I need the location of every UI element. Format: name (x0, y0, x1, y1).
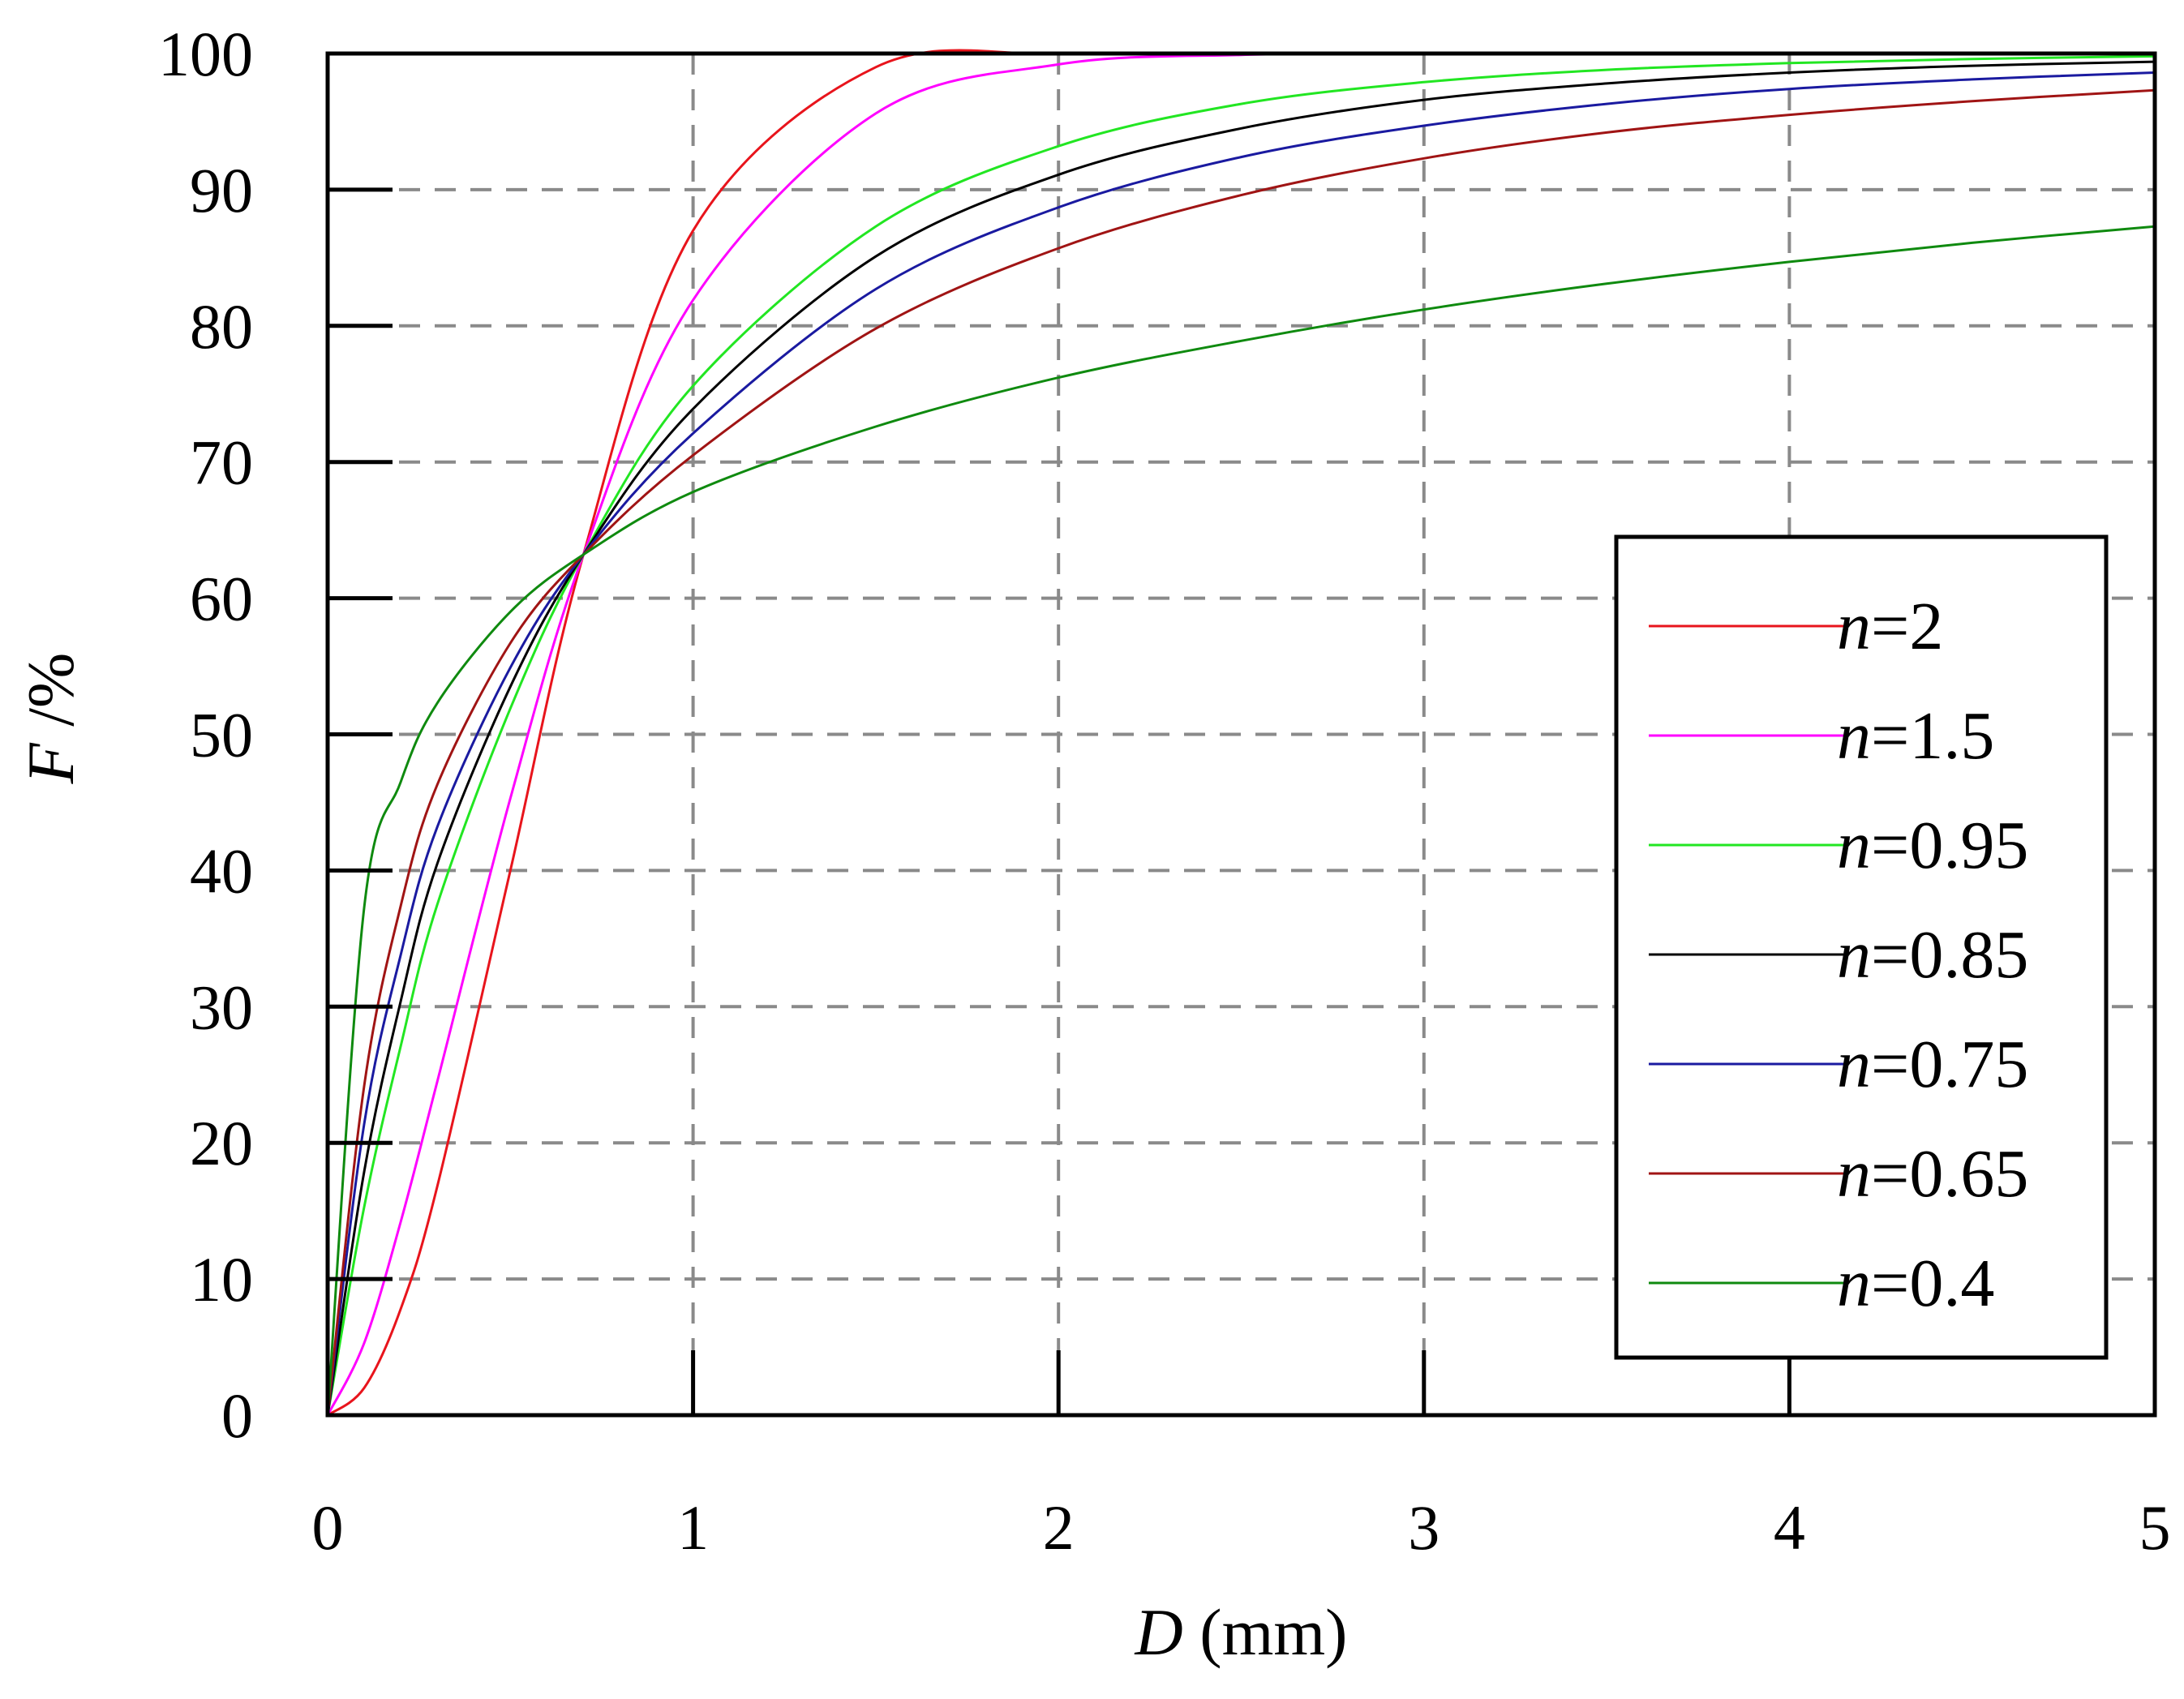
legend-value: =0.85 (1871, 917, 2028, 993)
legend-value: =0.95 (1871, 808, 2028, 883)
legend-item: n=1.5 (1649, 698, 1994, 774)
axis-ticks (328, 187, 1791, 1415)
legend-items: n=2n=1.5n=0.95n=0.85n=0.75n=0.65n=0.4 (1649, 589, 2028, 1321)
legend-item: n=0.65 (1649, 1136, 2028, 1212)
y-tick-label: 0 (221, 1380, 253, 1451)
legend-item: n=0.85 (1649, 917, 2028, 993)
legend-variable: n (1837, 1027, 1871, 1102)
y-tick-label: 50 (190, 700, 253, 770)
legend-value: =0.75 (1871, 1027, 2028, 1102)
legend-variable: n (1837, 808, 1871, 883)
legend-value: =1.5 (1871, 698, 1994, 774)
y-tick-label: 90 (190, 155, 253, 225)
legend-label: n=0.65 (1837, 1136, 2028, 1212)
legend-variable: n (1837, 1136, 1871, 1212)
y-tick-label: 40 (190, 835, 253, 906)
legend-label: n=2 (1837, 589, 1943, 664)
legend-variable: n (1837, 1246, 1871, 1321)
series-line-6 (326, 225, 2156, 1416)
legend: n=2n=1.5n=0.95n=0.85n=0.75n=0.65n=0.4 (1614, 534, 2109, 1360)
series-line-3 (326, 60, 2156, 1416)
legend-label: n=0.95 (1837, 808, 2028, 883)
x-tick-label: 5 (2139, 1492, 2171, 1563)
x-tick-label: 3 (1408, 1492, 1440, 1563)
legend-box (1614, 534, 2109, 1360)
legend-value: =0.4 (1871, 1246, 1994, 1321)
x-axis-variable: D (1135, 1595, 1183, 1669)
legend-value: =2 (1871, 589, 1943, 664)
legend-label: n=1.5 (1837, 698, 1994, 774)
legend-variable: n (1837, 589, 1871, 664)
series-lines (326, 49, 2156, 1417)
y-tick-label: 30 (190, 972, 253, 1042)
legend-item: n=0.95 (1649, 808, 2028, 883)
y-tick-label: 70 (190, 427, 253, 498)
series-line-4 (326, 71, 2156, 1416)
x-tick-label: 4 (1774, 1492, 1805, 1563)
y-tick-label: 10 (190, 1244, 253, 1315)
series-line-5 (326, 88, 2156, 1416)
legend-label: n=0.85 (1837, 917, 2028, 993)
legend-variable: n (1837, 917, 1871, 993)
legend-item: n=2 (1649, 589, 1943, 664)
y-tick-label: 60 (190, 564, 253, 634)
y-tick-label: 100 (158, 19, 253, 89)
x-tick-label: 2 (1043, 1492, 1075, 1563)
x-tick-label: 1 (677, 1492, 709, 1563)
x-axis-title: D (mm) (1135, 1595, 1348, 1669)
x-tick-label: 0 (312, 1492, 344, 1563)
legend-variable: n (1837, 698, 1871, 774)
legend-label: n=0.4 (1837, 1246, 1994, 1321)
legend-label: n=0.75 (1837, 1027, 2028, 1102)
legend-value: =0.65 (1871, 1136, 2028, 1212)
y-axis-unit: /% (14, 653, 88, 744)
legend-item: n=0.75 (1649, 1027, 2028, 1102)
legend-item: n=0.4 (1649, 1246, 1994, 1321)
y-axis-variable: F (14, 742, 88, 784)
y-tick-label: 80 (190, 291, 253, 362)
series-line-2 (326, 54, 2156, 1416)
x-axis-unit: (mm) (1183, 1595, 1348, 1669)
y-tick-label: 20 (190, 1108, 253, 1178)
y-axis-title: F /% (14, 653, 88, 785)
